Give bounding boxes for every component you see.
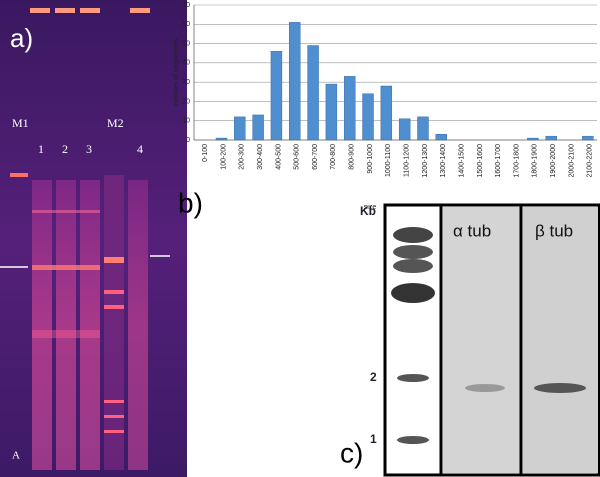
panel-label: b) bbox=[178, 187, 203, 218]
x-tick-label: 300-400 bbox=[257, 144, 264, 170]
y-tick-label: 70 bbox=[182, 2, 190, 9]
gel-corner-label: A bbox=[12, 450, 20, 462]
bar bbox=[582, 135, 594, 141]
y-tick-label: 40 bbox=[182, 60, 190, 67]
unit-label: Kb bbox=[360, 204, 376, 218]
x-tick-label: 200-300 bbox=[239, 144, 246, 170]
lane-label: 4 bbox=[137, 142, 143, 156]
x-tick-label: 600-700 bbox=[312, 144, 319, 170]
x-tick-label: 1100-1200 bbox=[404, 144, 411, 177]
bar bbox=[344, 76, 356, 141]
lane-label: 2 bbox=[62, 142, 68, 156]
x-tick-label: 1200-1300 bbox=[422, 144, 429, 178]
panel-label: a) bbox=[10, 23, 33, 53]
bar bbox=[325, 83, 338, 141]
x-tick-label: 2000-2100 bbox=[568, 144, 575, 178]
x-tick-label: 900-1000 bbox=[367, 144, 374, 174]
x-tick-label: 1600-1700 bbox=[495, 144, 502, 178]
x-tick-label: 1400-1500 bbox=[458, 144, 465, 178]
bar bbox=[435, 134, 447, 141]
bar bbox=[417, 116, 429, 141]
y-tick-label: 0 bbox=[186, 137, 190, 144]
bar bbox=[545, 135, 557, 141]
x-axis-label: size bbox=[364, 204, 377, 211]
marker-label: 2 bbox=[370, 370, 377, 384]
y-tick-label: 50 bbox=[182, 40, 190, 47]
bar bbox=[234, 116, 246, 141]
x-tick-label: 2100-2200 bbox=[587, 144, 594, 178]
bar bbox=[362, 93, 374, 141]
lane-label: 1 bbox=[38, 142, 44, 156]
y-tick-label: 20 bbox=[182, 98, 190, 105]
x-tick-label: 100-200 bbox=[220, 144, 227, 170]
lane-label: M2 bbox=[107, 116, 124, 130]
x-tick-label: 700-800 bbox=[330, 144, 337, 170]
bar bbox=[270, 51, 283, 141]
y-tick-label: 30 bbox=[182, 79, 190, 86]
blot-lane-label: α tub bbox=[453, 221, 491, 240]
x-tick-label: 1500-1600 bbox=[477, 144, 484, 178]
bar bbox=[215, 137, 228, 141]
x-tick-label: 800-900 bbox=[349, 144, 356, 170]
panel-label: c) bbox=[340, 437, 363, 468]
bar bbox=[307, 45, 319, 141]
bar bbox=[527, 137, 539, 141]
bar bbox=[289, 22, 301, 141]
blot-image: α tub β tub bbox=[383, 203, 600, 477]
bar bbox=[398, 118, 411, 141]
y-tick-label: 60 bbox=[182, 21, 190, 28]
marker-label: 1 bbox=[370, 432, 377, 446]
x-tick-label: 1700-1800 bbox=[513, 144, 520, 178]
x-tick-label: 1000-1100 bbox=[385, 144, 392, 177]
x-tick-label: 1900-2000 bbox=[550, 144, 557, 178]
bar bbox=[380, 85, 393, 141]
x-tick-label: 0-100 bbox=[202, 144, 209, 162]
lane-label: 3 bbox=[86, 142, 92, 156]
y-axis-label: number of sequences bbox=[173, 38, 180, 106]
x-tick-label: 1800-1900 bbox=[532, 144, 539, 178]
x-tick-label: 500-600 bbox=[294, 144, 301, 170]
y-tick-label: 10 bbox=[182, 118, 190, 125]
bar bbox=[252, 114, 264, 141]
gel-image: a) M1 1 2 3 M2 4 A bbox=[0, 0, 187, 477]
lane-label: M1 bbox=[12, 116, 29, 130]
x-tick-label: 1300-1400 bbox=[440, 144, 447, 178]
blot-lane-label: β tub bbox=[535, 221, 573, 240]
x-tick-label: 400-500 bbox=[275, 144, 282, 170]
